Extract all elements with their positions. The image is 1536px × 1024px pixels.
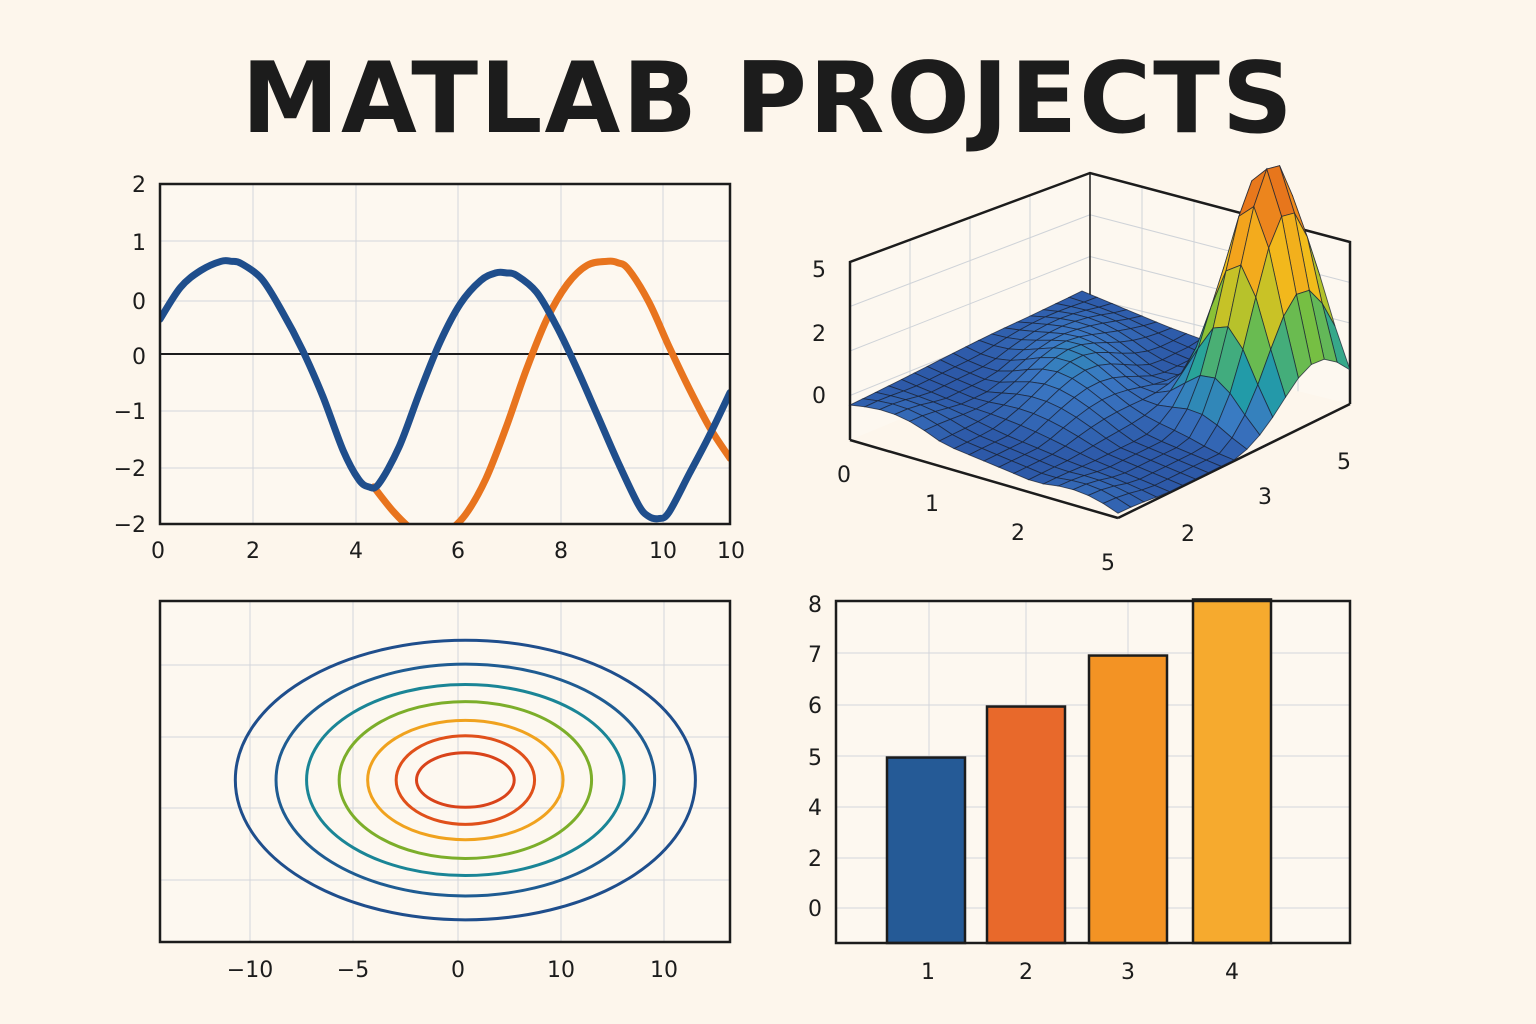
x-tick-label: 1 — [921, 960, 935, 985]
x-tick-label: 6 — [451, 539, 465, 564]
x-tick-label: 2 — [1019, 960, 1033, 985]
y-tick-label: −1 — [114, 400, 146, 425]
grid-line — [849, 214, 1091, 307]
y-tick-label: 8 — [808, 593, 822, 618]
contour-levels — [233, 638, 697, 922]
y-tick-label: 1 — [132, 231, 146, 256]
contour-x-ticks: −10 −5 0 10 10 — [227, 958, 678, 983]
bar-y-ticks: 8 7 6 5 4 2 0 — [808, 593, 822, 922]
x-tick-label: 8 — [554, 539, 568, 564]
contour-plot: −10 −5 0 10 10 — [158, 599, 732, 983]
line-plot-series — [160, 256, 730, 524]
x-tick-label: 0 — [151, 539, 165, 564]
contour-line — [233, 638, 697, 922]
y-tick-label: 7 — [808, 643, 822, 668]
contour-line — [415, 751, 516, 809]
contour-line — [305, 683, 626, 878]
line-plot-frame — [158, 182, 732, 526]
x-tick-label: 4 — [1225, 960, 1239, 985]
contour-line — [366, 718, 565, 842]
bar-series — [885, 598, 1273, 945]
x-tick-label: 1 — [925, 492, 939, 517]
bar — [885, 756, 967, 945]
y-tick-label: 5 — [808, 746, 822, 771]
line-plot-grid — [160, 184, 730, 524]
line-plot-x-ticks: 0 2 4 6 8 10 10 — [151, 539, 745, 564]
x-tick-label: 0 — [837, 463, 851, 488]
y-tick-label: 4 — [808, 796, 822, 821]
y-tick-label: 6 — [808, 694, 822, 719]
bar — [1191, 598, 1273, 945]
bar — [985, 705, 1067, 945]
x-tick-label: 2 — [1011, 521, 1025, 546]
y-tick-label: −2 — [114, 513, 146, 538]
contour-line — [337, 700, 594, 860]
x-tick-label: 10 — [717, 539, 745, 564]
surface-plot: 5 2 0 0 1 2 5 2 3 5 — [812, 165, 1352, 576]
y-tick-label: 0 — [132, 345, 146, 370]
x-tick-label: −10 — [227, 958, 273, 983]
x-tick-label: 0 — [451, 958, 465, 983]
y-tick-label: 2 — [808, 847, 822, 872]
z-tick-label: 5 — [812, 258, 826, 283]
contour-line — [274, 662, 657, 898]
x-tick-label: 2 — [246, 539, 260, 564]
contour-plot-background — [160, 601, 730, 942]
y-tick-label: 5 — [1337, 450, 1351, 475]
z-tick-label: 2 — [812, 322, 826, 347]
x-tick-label: 10 — [649, 539, 677, 564]
y-tick-label: 2 — [1181, 522, 1195, 547]
page-title: MATLAB PROJECTS — [241, 42, 1295, 156]
series-line — [370, 257, 730, 524]
contour-line — [394, 734, 537, 826]
x-tick-label: 10 — [650, 958, 678, 983]
y-tick-label: 2 — [132, 173, 146, 198]
bar-x-ticks: 1 2 3 4 — [921, 960, 1239, 985]
surface-x-ticks: 0 1 2 5 — [837, 463, 1115, 576]
y-tick-label: −2 — [114, 457, 146, 482]
x-tick-label: 5 — [1101, 551, 1115, 576]
surface-z-ticks: 5 2 0 — [812, 258, 826, 409]
x-tick-label: 10 — [547, 958, 575, 983]
y-tick-label: 3 — [1258, 485, 1272, 510]
bar-plot: 8 7 6 5 4 2 0 1 2 3 4 — [808, 593, 1352, 985]
y-tick-label: 0 — [808, 897, 822, 922]
contour-plot-frame — [158, 599, 732, 944]
surface-mesh — [848, 165, 1351, 514]
surface-patch — [1102, 497, 1132, 514]
bar — [1087, 654, 1169, 945]
x-tick-label: 3 — [1121, 960, 1135, 985]
bar-plot-frame — [834, 599, 1352, 945]
series-line — [160, 256, 730, 523]
line-plot: 2 1 0 0 −1 −2 −2 0 2 4 6 8 10 10 — [114, 173, 745, 564]
x-tick-label: 4 — [349, 539, 363, 564]
z-tick-label: 0 — [812, 384, 826, 409]
y-tick-label: 0 — [132, 290, 146, 315]
surface-y-ticks: 2 3 5 — [1181, 450, 1351, 547]
line-plot-y-ticks: 2 1 0 0 −1 −2 −2 — [114, 173, 146, 538]
grid-line — [849, 256, 1091, 352]
x-tick-label: −5 — [337, 958, 369, 983]
